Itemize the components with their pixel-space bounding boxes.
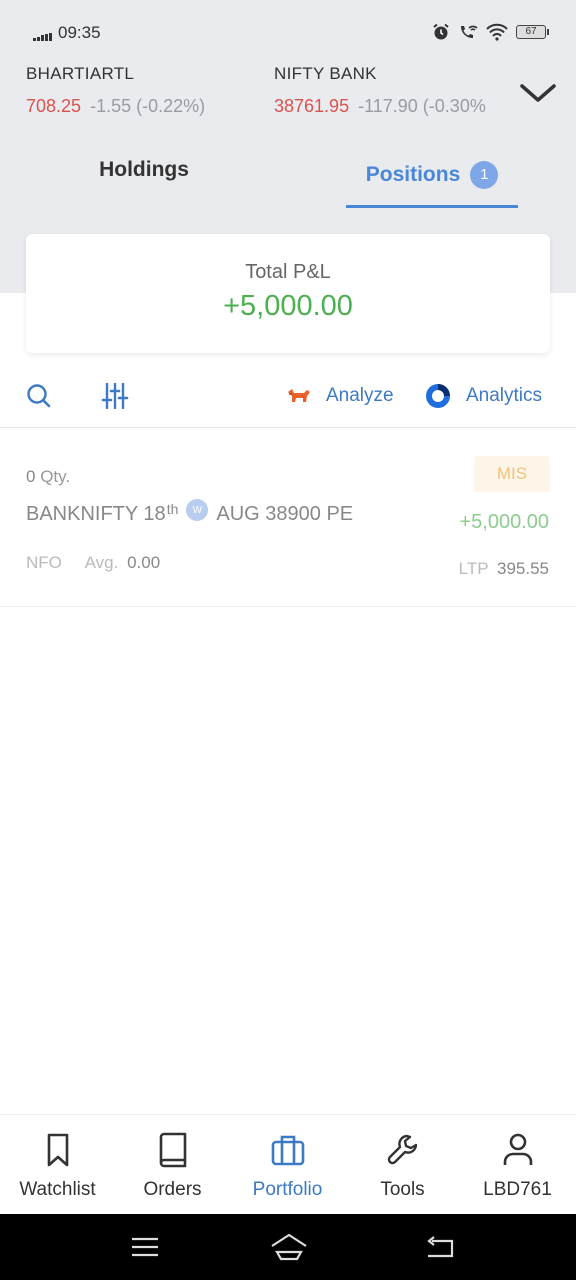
ticker-price: 38761.95 — [274, 96, 350, 116]
total-pnl-label: Total P&L — [245, 261, 331, 283]
chevron-down-icon[interactable] — [518, 76, 558, 108]
battery-icon: 67 — [516, 25, 549, 39]
ltp-value: 395.55 — [497, 559, 549, 578]
position-row[interactable]: 0 Qty. MIS BANKNIFTY 18 th W AUG 38900 P… — [0, 429, 576, 607]
nav-profile-label: LBD761 — [483, 1179, 552, 1200]
exchange-label: NFO — [26, 553, 62, 572]
total-pnl-value: +5,000.00 — [223, 290, 353, 322]
ticker-change: -1.55 (-0.22%) — [90, 96, 206, 116]
ticker-name: BHARTIARTL — [26, 64, 135, 83]
home-icon[interactable] — [270, 1232, 308, 1262]
bull-icon — [288, 389, 310, 402]
avg-value: 0.00 — [127, 553, 161, 572]
nav-tools-label: Tools — [380, 1179, 425, 1200]
ticker-bhartiartl[interactable]: BHARTIARTL 708.25 -1.55 (-0.22%) — [26, 64, 205, 117]
ticker-nifty-bank[interactable]: NIFTY BANK 38761.95 -117.90 (-0.30% — [274, 64, 510, 117]
position-quantity: 0 Qty. — [26, 467, 70, 487]
nav-tools[interactable]: Tools — [345, 1115, 460, 1215]
quantity-value: 0 — [26, 467, 36, 486]
status-bar: 09:35 67 — [0, 0, 576, 64]
ltp-label: LTP — [458, 559, 489, 578]
user-icon — [503, 1133, 532, 1165]
wifi-icon — [486, 23, 508, 41]
nav-portfolio[interactable]: Portfolio — [230, 1115, 345, 1215]
status-time: 09:35 — [58, 23, 101, 42]
wifi-call-icon — [461, 25, 478, 38]
bottom-navigation: Watchlist Orders Portfolio Tools LBD761 — [0, 1114, 576, 1214]
positions-toolbar: Analyze Analytics — [0, 364, 576, 428]
nav-orders-label: Orders — [143, 1179, 202, 1200]
signal-icon — [33, 33, 53, 41]
analytics-ring-icon — [426, 384, 450, 408]
alarm-icon — [433, 23, 449, 40]
symbol-ordinal: th — [166, 501, 179, 517]
weekly-expiry-badge: W — [186, 499, 209, 521]
tab-positions[interactable]: Positions 1 — [346, 144, 518, 208]
wrench-icon — [387, 1134, 417, 1165]
back-icon[interactable] — [424, 1232, 456, 1262]
analytics-label: Analytics — [466, 385, 543, 406]
nav-watchlist-label: Watchlist — [19, 1179, 96, 1200]
analyze-label: Analyze — [326, 385, 394, 406]
analyze-button[interactable]: Analyze — [286, 380, 394, 412]
quantity-label: Qty. — [40, 467, 71, 486]
position-exchange-avg: NFO Avg. 0.00 — [26, 553, 160, 573]
system-navigation-bar — [0, 1214, 576, 1280]
position-pnl: +5,000.00 — [459, 511, 549, 533]
ticker-name: NIFTY BANK — [274, 64, 377, 83]
positions-count-badge: 1 — [470, 160, 499, 189]
book-icon — [159, 1132, 186, 1168]
symbol-contract: AUG 38900 PE — [216, 503, 354, 525]
nav-orders[interactable]: Orders — [115, 1115, 230, 1215]
filter-sliders-icon[interactable] — [100, 381, 130, 411]
search-icon[interactable] — [24, 381, 54, 411]
position-symbol: BANKNIFTY 18 th W AUG 38900 PE — [26, 499, 354, 526]
product-type-badge: MIS — [474, 456, 550, 492]
bookmark-icon — [47, 1133, 68, 1167]
tab-holdings[interactable]: Holdings — [60, 152, 228, 188]
analytics-button[interactable]: Analytics — [424, 380, 542, 412]
total-pnl-card: Total P&L +5,000.00 — [26, 234, 550, 353]
ticker-price: 708.25 — [26, 96, 82, 116]
ticker-change: -117.90 (-0.30% — [358, 96, 486, 116]
nav-watchlist[interactable]: Watchlist — [0, 1115, 115, 1215]
tab-holdings-label: Holdings — [99, 158, 189, 181]
status-icons: 67 — [432, 22, 549, 42]
avg-label: Avg. — [84, 553, 119, 572]
nav-portfolio-label: Portfolio — [252, 1179, 323, 1200]
menu-icon[interactable] — [129, 1232, 161, 1262]
tab-positions-label: Positions — [365, 162, 461, 186]
position-ltp: LTP 395.55 — [459, 559, 549, 579]
briefcase-icon — [271, 1135, 304, 1166]
nav-profile[interactable]: LBD761 — [460, 1115, 575, 1215]
symbol-name: BANKNIFTY 18 — [26, 503, 166, 525]
